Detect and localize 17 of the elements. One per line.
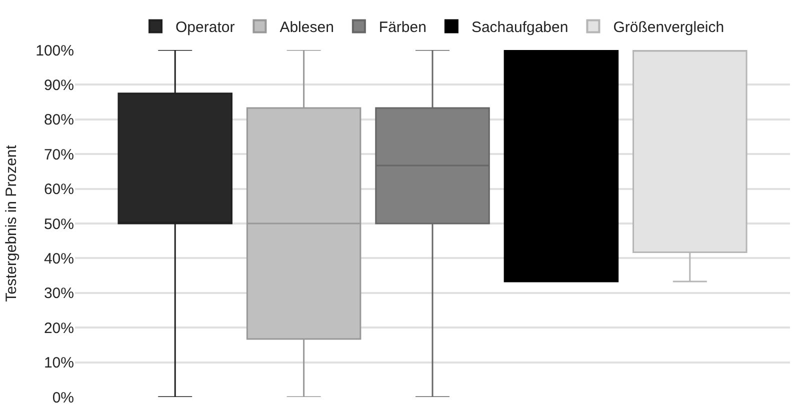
y-tick-label: 20% xyxy=(44,320,74,337)
legend-label: Sachaufgaben xyxy=(471,19,568,36)
y-tick-label: 100% xyxy=(36,42,74,60)
y-tick-label: 0% xyxy=(52,389,74,406)
y-tick-label: 70% xyxy=(44,146,74,164)
y-tick-label: 50% xyxy=(44,216,74,233)
y-tick-label: 80% xyxy=(44,112,74,129)
y-tick-label: 30% xyxy=(44,285,74,302)
legend-label: Größenvergleich xyxy=(613,19,724,36)
legend-label: Operator xyxy=(176,19,235,36)
legend-label: Ablesen xyxy=(280,19,334,36)
y-tick-label: 60% xyxy=(44,181,74,198)
y-axis-title: Testergebnis in Prozent xyxy=(2,144,20,302)
y-tick-label: 10% xyxy=(44,354,74,372)
y-tick-label: 40% xyxy=(44,250,74,268)
y-tick-label: 90% xyxy=(44,76,74,94)
legend-label: Färben xyxy=(378,19,426,36)
